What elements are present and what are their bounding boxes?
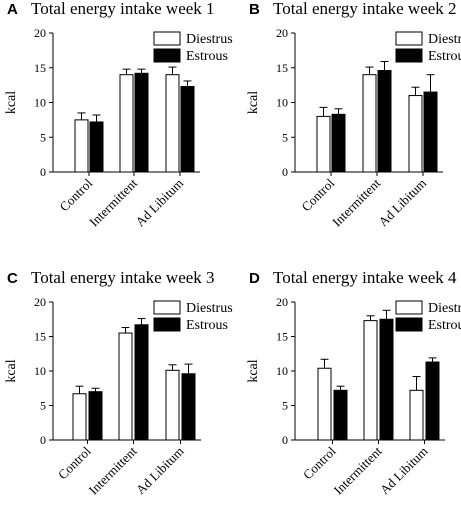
y-tick-label: 15 <box>276 330 288 344</box>
y-tick-label: 10 <box>34 364 46 378</box>
y-tick-label: 0 <box>282 165 288 179</box>
legend-label-estrous: Estrous <box>186 49 228 64</box>
legend-swatch-estrous <box>153 317 181 332</box>
bar-diestrus-ad-libitum <box>408 95 423 173</box>
bar-diestrus-ad-libitum <box>409 389 424 441</box>
x-tick-label: Ad Libitum <box>377 444 431 498</box>
panel-letter: B <box>249 1 260 18</box>
x-tick-label: Control <box>298 175 337 214</box>
panel-letter: A <box>7 1 18 18</box>
bar-estrous-ad-libitum <box>425 361 440 441</box>
x-tick-label: Intermittent <box>86 175 140 229</box>
y-tick-label: 15 <box>34 330 46 344</box>
chart-panel-a: A Total energy intake week 1 0 5 10 15 20 kcal C… <box>4 0 233 230</box>
y-tick-label: 20 <box>34 295 46 309</box>
legend-label-estrous: Estrous <box>428 49 461 64</box>
y-axis-label: kcal <box>4 91 19 114</box>
panel-letter: C <box>7 270 18 287</box>
y-tick-label: 15 <box>276 61 288 75</box>
y-tick-label: 0 <box>282 433 288 447</box>
legend-swatch-diestrus <box>395 300 423 315</box>
y-tick-label: 10 <box>276 364 288 378</box>
legend-swatch-diestrus <box>395 31 423 46</box>
bar-diestrus-intermittent <box>119 74 134 173</box>
chart-panel-c: C Total energy intake week 3 0 5 10 15 20 kcal C… <box>4 268 233 498</box>
bar-estrous-intermittent <box>379 318 394 441</box>
chart-panel-d: D Total energy intake week 4 0 5 10 15 20 kcal C… <box>246 268 461 498</box>
bar-diestrus-control <box>72 393 87 441</box>
bar-estrous-ad-libitum <box>423 91 438 173</box>
x-tick-label: Control <box>56 175 95 214</box>
chart-title: Total energy intake week 1 <box>31 0 215 18</box>
x-tick-label: Control <box>55 443 94 482</box>
bar-diestrus-control <box>316 115 331 173</box>
bar-diestrus-intermittent <box>362 74 377 173</box>
bar-estrous-control <box>89 121 104 173</box>
bar-estrous-control <box>88 391 103 441</box>
x-tick-label: Intermittent <box>329 175 383 229</box>
y-tick-label: 20 <box>276 295 288 309</box>
legend-label-estrous: Estrous <box>428 318 461 333</box>
bar-estrous-control <box>331 113 346 173</box>
bar-estrous-intermittent <box>377 70 392 173</box>
legend-swatch-estrous <box>153 48 181 63</box>
y-tick-label: 15 <box>34 61 46 75</box>
bar-diestrus-intermittent <box>118 332 133 441</box>
bar-estrous-ad-libitum <box>180 86 195 173</box>
bar-diestrus-ad-libitum <box>165 74 180 173</box>
y-axis-label: kcal <box>246 91 261 114</box>
y-tick-label: 5 <box>282 130 288 144</box>
legend-swatch-estrous <box>395 48 423 63</box>
legend-label-diestrus: Diestrus <box>186 301 233 316</box>
bar-diestrus-ad-libitum <box>165 369 180 441</box>
y-tick-label: 10 <box>34 96 46 110</box>
legend-swatch-diestrus <box>153 31 181 46</box>
bar-estrous-control <box>333 389 348 441</box>
panel-letter: D <box>249 270 260 287</box>
y-axis-label: kcal <box>4 359 19 382</box>
bar-diestrus-control <box>74 119 89 173</box>
chart-panel-b: B Total energy intake week 2 0 5 10 15 20 kcal C… <box>246 0 461 230</box>
chart-title: Total energy intake week 4 <box>273 268 457 287</box>
x-tick-label: Ad Libitum <box>375 176 429 230</box>
x-tick-label: Intermittent <box>86 443 140 497</box>
y-tick-label: 10 <box>276 96 288 110</box>
legend-swatch-diestrus <box>153 300 181 315</box>
x-tick-label: Ad Libitum <box>133 444 187 498</box>
bar-diestrus-intermittent <box>363 320 378 441</box>
y-tick-label: 0 <box>40 165 46 179</box>
y-axis-label: kcal <box>246 359 261 382</box>
y-tick-label: 20 <box>34 26 46 40</box>
chart-title: Total energy intake week 3 <box>31 268 215 287</box>
x-tick-label: Control <box>300 443 339 482</box>
x-tick-label: Ad Libitum <box>132 176 186 230</box>
y-tick-label: 5 <box>282 399 288 413</box>
y-tick-label: 5 <box>40 130 46 144</box>
bar-estrous-intermittent <box>134 72 149 173</box>
legend-label-diestrus: Diestrus <box>186 32 233 47</box>
y-tick-label: 5 <box>40 399 46 413</box>
bar-estrous-intermittent <box>134 324 149 441</box>
legend-label-diestrus: Diestrus <box>428 301 461 316</box>
y-tick-label: 0 <box>40 433 46 447</box>
x-tick-label: Intermittent <box>331 443 385 497</box>
chart-title: Total energy intake week 2 <box>273 0 457 18</box>
y-tick-label: 20 <box>276 26 288 40</box>
bar-diestrus-control <box>317 367 332 441</box>
legend-swatch-estrous <box>395 317 423 332</box>
legend-label-diestrus: Diestrus <box>428 32 461 47</box>
legend-label-estrous: Estrous <box>186 318 228 333</box>
bar-estrous-ad-libitum <box>181 373 196 441</box>
